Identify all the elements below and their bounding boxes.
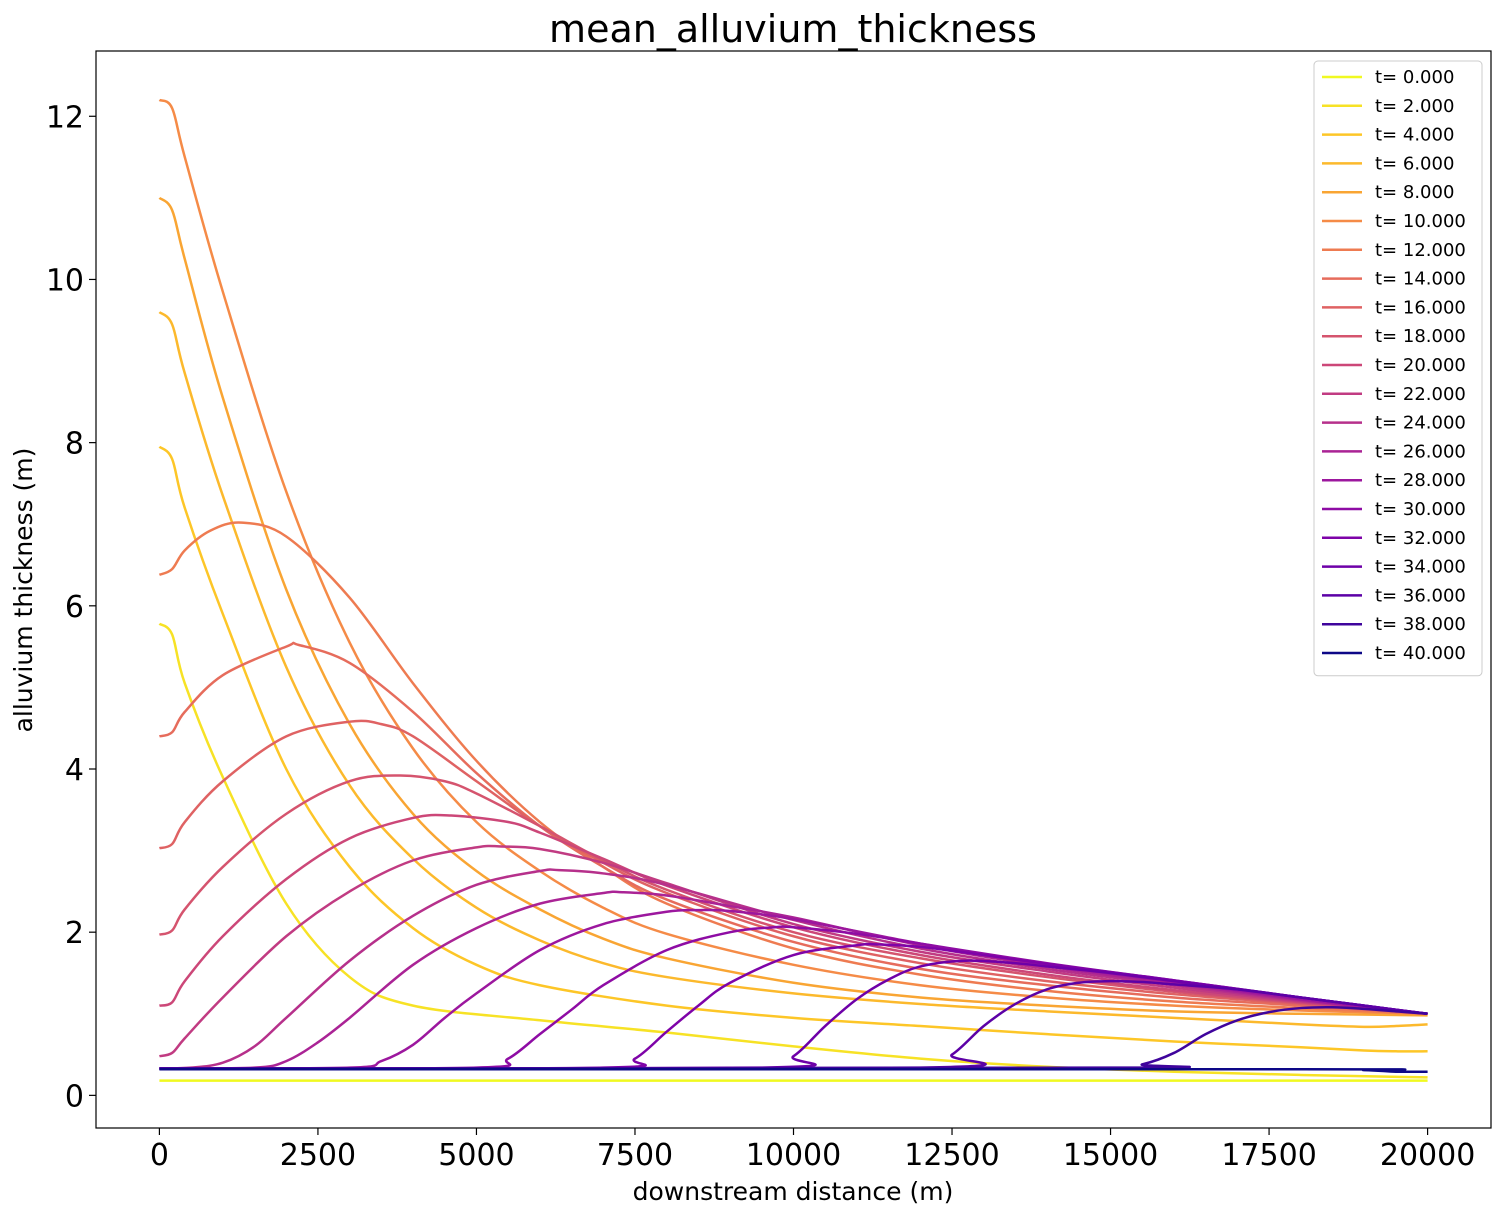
x-axis: 0 2500 5000 7500 10000 12500 15000 17500 20000 [150, 1128, 1475, 1173]
series-line-7 [159, 641, 1428, 1016]
x-tick-label: 7500 [597, 1138, 673, 1173]
legend-label-4: t= 8.000 [1375, 182, 1454, 203]
series-line-9 [159, 774, 1428, 1016]
y-tick-label: 4 [65, 753, 84, 788]
legend-label-20: t= 40.000 [1375, 643, 1466, 664]
y-axis-label: alluvium thickness (m) [9, 448, 38, 733]
y-tick-label: 12 [46, 100, 84, 135]
x-tick-label: 15000 [1063, 1138, 1158, 1173]
legend-label-3: t= 6.000 [1375, 153, 1454, 174]
x-tick-label: 17500 [1221, 1138, 1316, 1173]
series-line-10 [159, 813, 1428, 1016]
y-axis: 0 2 4 6 8 10 12 [46, 100, 96, 1114]
y-tick-label: 8 [65, 427, 84, 462]
series-line-13 [159, 890, 1428, 1070]
legend-label-1: t= 2.000 [1375, 96, 1454, 117]
x-tick-label: 10000 [746, 1138, 841, 1173]
legend-label-5: t= 10.000 [1375, 211, 1466, 232]
legend-box [1313, 60, 1483, 677]
chart-title: mean_alluvium_thickness [549, 7, 1037, 51]
legend-label-13: t= 26.000 [1375, 441, 1466, 462]
x-tick-label: 5000 [438, 1138, 514, 1173]
legend-label-2: t= 4.000 [1375, 125, 1454, 146]
x-tick-label: 0 [150, 1138, 169, 1173]
series-line-5 [158, 98, 1428, 1016]
legend-label-18: t= 36.000 [1375, 585, 1466, 606]
series-line-2 [158, 445, 1428, 1053]
legend-label-17: t= 34.000 [1375, 557, 1466, 578]
legend-label-8: t= 16.000 [1375, 297, 1466, 318]
legend-label-14: t= 28.000 [1375, 470, 1466, 491]
legend-label-11: t= 22.000 [1375, 384, 1466, 405]
x-tick-label: 2500 [280, 1138, 356, 1173]
series-line-1 [158, 622, 1428, 1079]
series-line-4 [158, 196, 1428, 1017]
y-tick-label: 6 [65, 590, 84, 625]
legend-label-19: t= 38.000 [1375, 614, 1466, 635]
legend-label-9: t= 18.000 [1375, 326, 1466, 347]
series-line-20 [159, 1067, 1428, 1074]
y-tick-label: 10 [46, 263, 84, 298]
y-tick-label: 2 [65, 916, 84, 951]
x-axis-label: downstream distance (m) [633, 1177, 954, 1206]
x-tick-label: 12500 [904, 1138, 999, 1173]
legend-label-7: t= 14.000 [1375, 269, 1466, 290]
legend-label-12: t= 24.000 [1375, 413, 1466, 434]
series-line-3 [158, 311, 1428, 1029]
x-tick-label: 20000 [1380, 1138, 1475, 1173]
legend-label-16: t= 32.000 [1375, 528, 1466, 549]
y-tick-label: 0 [65, 1079, 84, 1114]
legend-label-15: t= 30.000 [1375, 499, 1466, 520]
series-layer [158, 98, 1428, 1082]
legend-label-6: t= 12.000 [1375, 240, 1466, 261]
legend-label-10: t= 20.000 [1375, 355, 1466, 376]
legend-label-0: t= 0.000 [1375, 67, 1454, 88]
series-line-12 [159, 868, 1428, 1070]
legend: t= 0.000 t= 2.000 t= 4.000 t= 6.000 t= 8.000… [1313, 60, 1483, 677]
